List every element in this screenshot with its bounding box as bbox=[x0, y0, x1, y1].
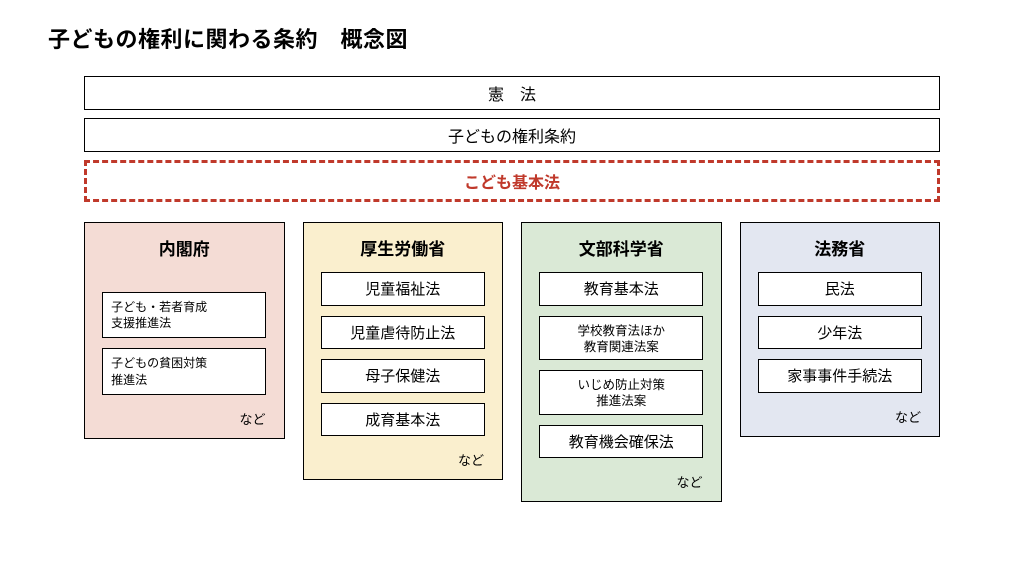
law-box: 家事事件手続法 bbox=[758, 359, 922, 393]
law-box: 教育基本法 bbox=[539, 272, 703, 306]
ministry-column: 内閣府子ども・若者育成支援推進法子どもの貧困対策推進法など bbox=[84, 222, 285, 439]
etc-label: など bbox=[239, 409, 265, 428]
bar-basic-law: こども基本法 bbox=[84, 160, 940, 202]
ministry-columns: 内閣府子ども・若者育成支援推進法子どもの貧困対策推進法など厚生労働省児童福祉法児… bbox=[84, 222, 940, 502]
bar-rights-convention: 子どもの権利条約 bbox=[84, 118, 940, 152]
ministry-column: 法務省民法少年法家事事件手続法など bbox=[740, 222, 941, 437]
etc-label: など bbox=[895, 407, 921, 426]
law-box: 成育基本法 bbox=[321, 403, 485, 437]
etc-label: など bbox=[676, 472, 702, 491]
ministry-column: 文部科学省教育基本法学校教育法ほか教育関連法案いじめ防止対策推進法案教育機会確保… bbox=[521, 222, 722, 502]
page-title: 子どもの権利に関わる条約 概念図 bbox=[48, 22, 976, 54]
law-box: 学校教育法ほか教育関連法案 bbox=[539, 316, 703, 361]
ministry-header: 文部科学省 bbox=[579, 235, 664, 260]
law-box: 教育機会確保法 bbox=[539, 425, 703, 459]
law-box: いじめ防止対策推進法案 bbox=[539, 370, 703, 415]
ministry-header: 内閣府 bbox=[159, 235, 210, 260]
law-box: 母子保健法 bbox=[321, 359, 485, 393]
law-box: 児童福祉法 bbox=[321, 272, 485, 306]
bar-constitution: 憲 法 bbox=[84, 76, 940, 110]
ministry-column: 厚生労働省児童福祉法児童虐待防止法母子保健法成育基本法など bbox=[303, 222, 504, 480]
law-box: 児童虐待防止法 bbox=[321, 316, 485, 350]
law-box: 少年法 bbox=[758, 316, 922, 350]
top-bars-container: 憲 法 子どもの権利条約 こども基本法 bbox=[84, 76, 940, 202]
law-box: 子どもの貧困対策推進法 bbox=[102, 348, 266, 394]
law-box: 民法 bbox=[758, 272, 922, 306]
ministry-header: 厚生労働省 bbox=[360, 235, 445, 260]
etc-label: など bbox=[458, 450, 484, 469]
ministry-header: 法務省 bbox=[814, 235, 865, 260]
law-box: 子ども・若者育成支援推進法 bbox=[102, 292, 266, 338]
